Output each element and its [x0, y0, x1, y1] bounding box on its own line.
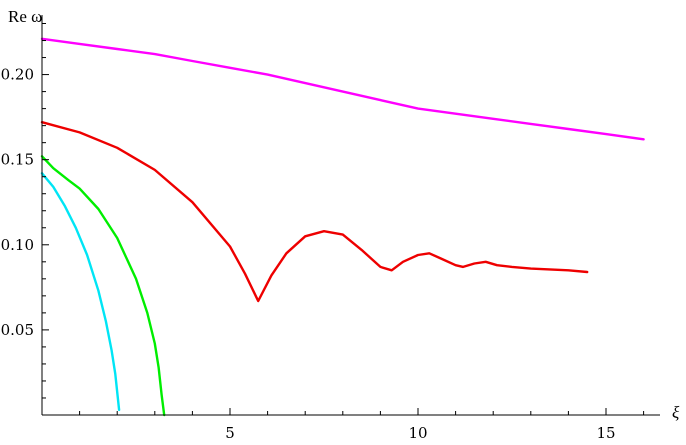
y-tick-label: 0.05 — [1, 321, 34, 339]
y-axis-title: Re ω — [8, 7, 42, 26]
major-ticks: 5 10 15 0.05 0.10 0.15 0.20 — [1, 66, 616, 442]
series-line-4 — [40, 172, 121, 412]
minor-ticks — [42, 23, 645, 415]
series-line-3 — [40, 155, 166, 417]
x-tick-label: 10 — [408, 424, 427, 442]
series-layer — [40, 37, 645, 417]
y-tick-label: 0.15 — [1, 151, 34, 169]
x-tick-label: 15 — [596, 424, 615, 442]
y-tick-label: 0.10 — [1, 236, 34, 254]
series-line-2 — [40, 121, 589, 303]
x-axis-title: ξ — [672, 403, 680, 422]
x-tick-label: 5 — [225, 424, 235, 442]
series-line-1 — [40, 37, 645, 141]
y-tick-label: 0.20 — [1, 66, 34, 84]
axes: 5 10 15 0.05 0.10 0.15 0.20 — [1, 15, 660, 442]
